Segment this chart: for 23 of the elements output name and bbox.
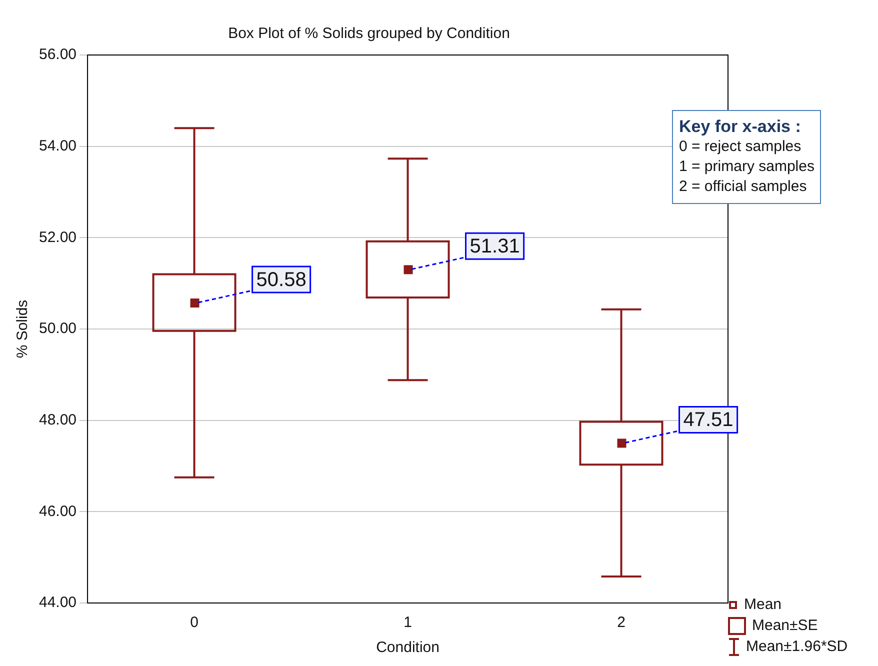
annotation: 1 = primary samples xyxy=(679,157,814,177)
text: Mean±SE xyxy=(752,617,818,634)
x-tick-label: 1 xyxy=(404,614,412,632)
annotation: 50.58 xyxy=(256,269,306,292)
x-tick-label: 0 xyxy=(190,614,198,632)
annotation: 0 = reject samples xyxy=(679,137,802,157)
y-tick-label: 54.00 xyxy=(38,137,77,154)
annotation: 51.31 xyxy=(470,236,520,258)
y-tick-label: 44.00 xyxy=(38,594,77,612)
text: Mean xyxy=(744,596,782,613)
x-tick-label: 2 xyxy=(617,614,626,632)
annotation: 47.51 xyxy=(683,409,734,432)
text: Mean±1.96*SD xyxy=(746,638,848,655)
annotation: Key for x-axis : xyxy=(679,117,802,137)
x-axis-title: Condition xyxy=(376,639,440,656)
y-tick-label: 56.00 xyxy=(38,46,77,64)
annotation: 2 = official samples xyxy=(679,177,808,197)
y-tick-label: 46.00 xyxy=(38,502,77,520)
y-axis-title: % Solids xyxy=(14,300,32,358)
y-tick-label: 48.00 xyxy=(38,411,77,428)
chart-title: Box Plot of % Solids grouped by Condition xyxy=(228,25,510,42)
y-tick-label: 50.00 xyxy=(38,320,77,338)
y-tick-label: 52.00 xyxy=(38,228,77,246)
